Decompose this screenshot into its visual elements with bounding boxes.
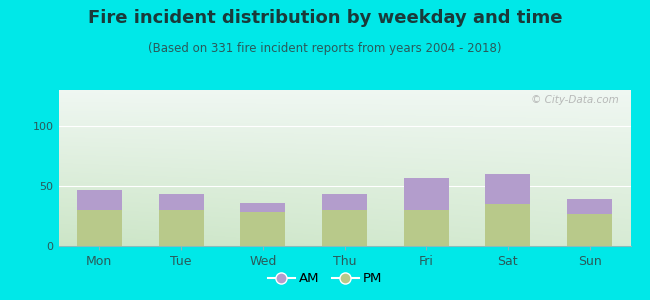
Bar [159,210,203,246]
Bar [240,203,285,212]
Bar [486,204,530,246]
Legend: AM, PM: AM, PM [263,267,387,290]
Bar [322,194,367,210]
Text: Fire incident distribution by weekday and time: Fire incident distribution by weekday an… [88,9,562,27]
Text: (Based on 331 fire incident reports from years 2004 - 2018): (Based on 331 fire incident reports from… [148,42,502,55]
Bar [77,210,122,246]
Bar [404,178,448,210]
Bar [567,199,612,214]
Bar [240,212,285,246]
Bar [404,210,448,246]
Bar [567,214,612,246]
Text: © City-Data.com: © City-Data.com [531,95,619,105]
Bar [159,194,203,210]
Bar [486,174,530,204]
Bar [77,190,122,210]
Bar [322,210,367,246]
